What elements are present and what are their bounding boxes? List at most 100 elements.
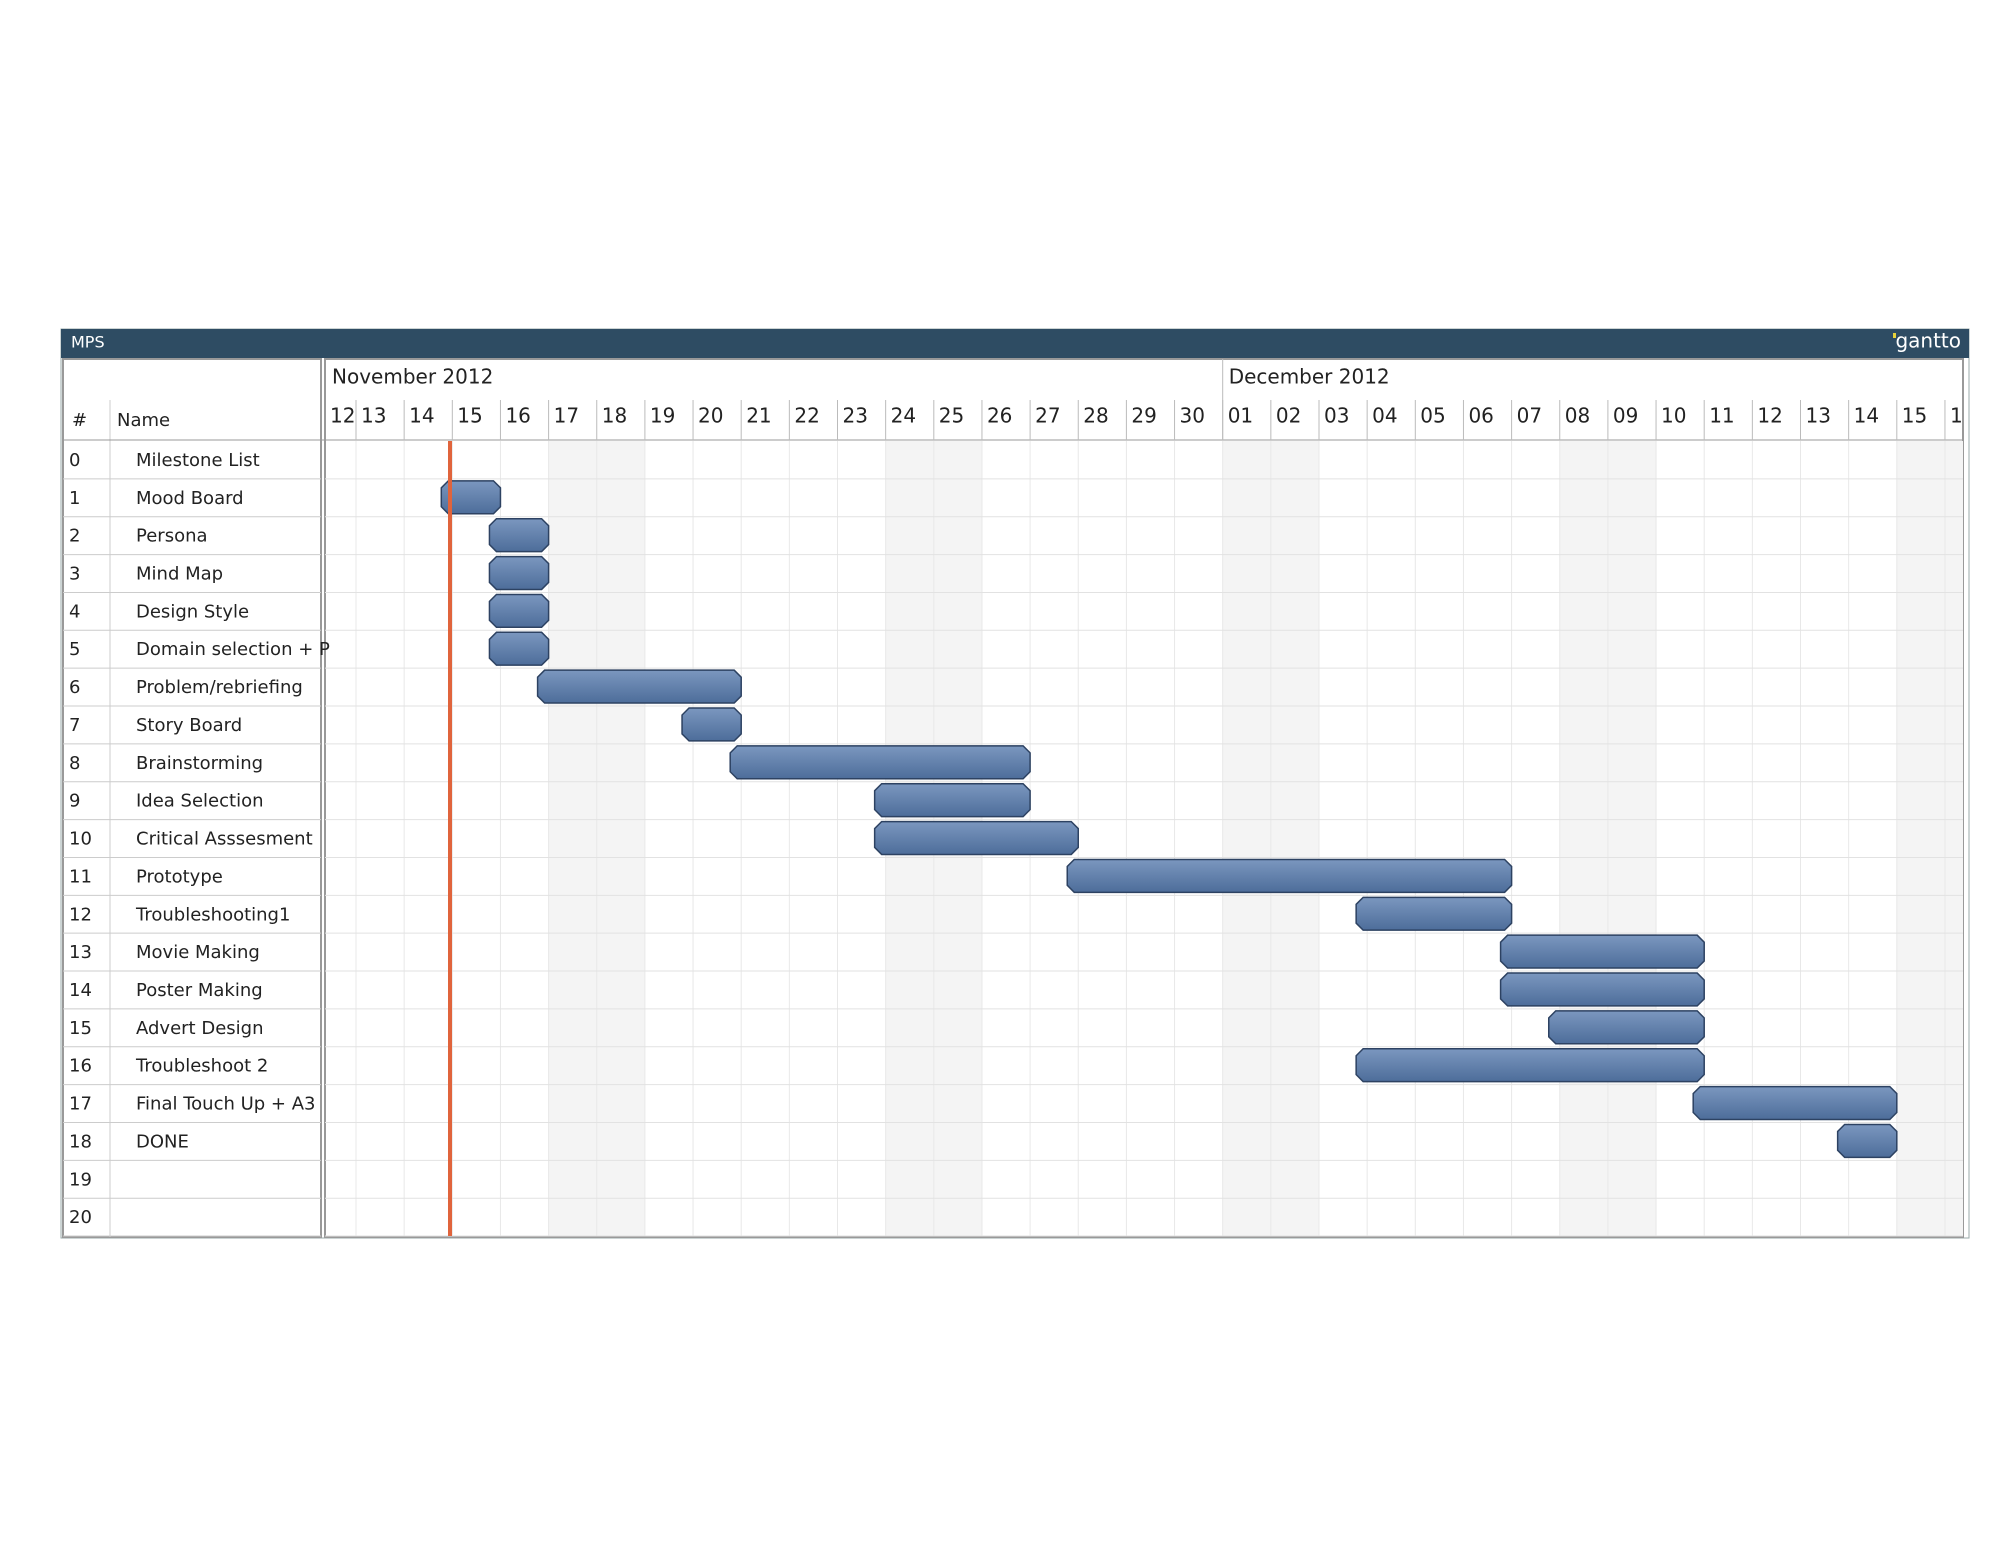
row-number: 16: [69, 1056, 92, 1077]
day-label: 23: [843, 404, 868, 428]
row-number: 17: [69, 1094, 92, 1115]
day-label: 25: [939, 404, 964, 428]
task-name: Troubleshooting1: [135, 904, 290, 925]
day-label: 01: [1228, 404, 1253, 428]
day-label: 04: [1372, 404, 1397, 428]
task-name: Troubleshoot 2: [135, 1056, 268, 1077]
task-bar: [1066, 858, 1513, 894]
row-number: 19: [69, 1169, 92, 1190]
day-label: 13: [361, 404, 386, 428]
task-name: Persona: [136, 526, 208, 547]
row-number: 13: [69, 942, 92, 963]
row-number: 14: [69, 980, 92, 1001]
day-label: 26: [987, 404, 1012, 428]
day-label: 07: [1517, 404, 1542, 428]
row-number: 1: [69, 488, 80, 509]
day-label: 06: [1468, 404, 1493, 428]
day-label: 14: [1854, 404, 1879, 428]
weekend-shade: [548, 441, 597, 1237]
task-name: Mood Board: [136, 488, 244, 509]
task-bar: [1836, 1123, 1898, 1159]
day-label: 11: [1709, 404, 1734, 428]
day-label: 20: [698, 404, 723, 428]
task-name: Poster Making: [136, 980, 263, 1001]
row-number: 9: [69, 791, 80, 812]
row-number: 2: [69, 526, 80, 547]
day-label: 12: [1757, 404, 1782, 428]
task-bar: [873, 782, 1031, 818]
logo: gantto: [1895, 329, 1961, 353]
task-name: Final Touch Up + A3: [136, 1094, 315, 1115]
task-bar: [873, 820, 1079, 856]
task-bar: [729, 745, 1031, 780]
row-number: 10: [69, 829, 92, 850]
task-name: Domain selection + P: [136, 639, 330, 660]
task-name: Prototype: [136, 866, 223, 887]
row-number: 0: [69, 450, 80, 471]
month-label: November 2012: [332, 365, 493, 389]
day-label: 17: [554, 404, 579, 428]
day-label: 09: [1613, 404, 1638, 428]
task-bar: [440, 480, 502, 515]
day-label: 02: [1276, 404, 1301, 428]
task-bar: [488, 555, 550, 591]
row-number: 5: [69, 639, 80, 660]
day-label: 10: [1661, 404, 1686, 428]
day-label: 28: [1083, 404, 1108, 428]
day-label: 19: [650, 404, 675, 428]
row-number: 7: [69, 715, 80, 736]
task-name: Advert Design: [136, 1018, 263, 1039]
day-label: 15: [457, 404, 482, 428]
day-label: 27: [1035, 404, 1060, 428]
task-name: Brainstorming: [136, 753, 263, 774]
left-panel: [62, 358, 322, 1238]
weekend-shade: [1896, 441, 1945, 1237]
task-bar: [1355, 896, 1513, 931]
task-bar: [1548, 1010, 1705, 1045]
row-number: 18: [69, 1131, 92, 1152]
weekend-shade: [1222, 441, 1271, 1237]
weekend-shade: [1607, 441, 1657, 1237]
task-bar: [1499, 934, 1705, 969]
task-name: DONE: [136, 1131, 189, 1152]
day-label: 16: [505, 404, 530, 428]
row-number: 12: [69, 904, 92, 925]
row-number: 15: [69, 1018, 92, 1039]
row-number: 20: [69, 1207, 92, 1228]
day-label: 12: [330, 404, 355, 428]
task-bar: [536, 669, 742, 704]
month-label: December 2012: [1229, 365, 1390, 389]
row-number: 3: [69, 564, 80, 585]
day-label: 03: [1324, 404, 1349, 428]
column-header: Name: [117, 410, 170, 431]
day-label: 18: [602, 404, 627, 428]
day-label: 29: [1131, 404, 1156, 428]
day-label: 24: [891, 404, 916, 428]
day-label: 14: [409, 404, 434, 428]
day-label: 30: [1180, 404, 1205, 428]
task-name: Design Style: [136, 601, 249, 622]
day-label: 13: [1806, 404, 1831, 428]
day-label: 21: [746, 404, 771, 428]
row-number: 8: [69, 753, 80, 774]
task-bar: [1355, 1048, 1705, 1083]
weekend-shade: [1944, 441, 1963, 1237]
timeline: 12 13 14 15 16 17 18 19 20 21 22 23 24 25 26 27 28 29 30De…: [325, 359, 1975, 1237]
title-bar: [61, 329, 1969, 358]
weekend-shade: [596, 441, 645, 1237]
task-bar: [488, 593, 550, 629]
row-number: 4: [69, 601, 80, 622]
task-name: Critical Asssesment: [136, 829, 313, 850]
weekend-shade: [1270, 441, 1319, 1237]
logo-mark: [1893, 333, 1896, 338]
task-name: Movie Making: [136, 942, 260, 963]
task-bar: [1692, 1085, 1898, 1121]
day-label: 08: [1565, 404, 1590, 428]
task-bar: [488, 631, 550, 666]
day-label: 16: [1950, 404, 1975, 428]
day-label: 15: [1902, 404, 1927, 428]
task-bar: [681, 707, 742, 742]
weekend-shade: [1559, 441, 1608, 1237]
rows: 0 Milestone List 1 Mood Board 2 Persona 3 Mind …: [63, 450, 330, 1237]
task-name: Idea Selection: [136, 791, 264, 812]
